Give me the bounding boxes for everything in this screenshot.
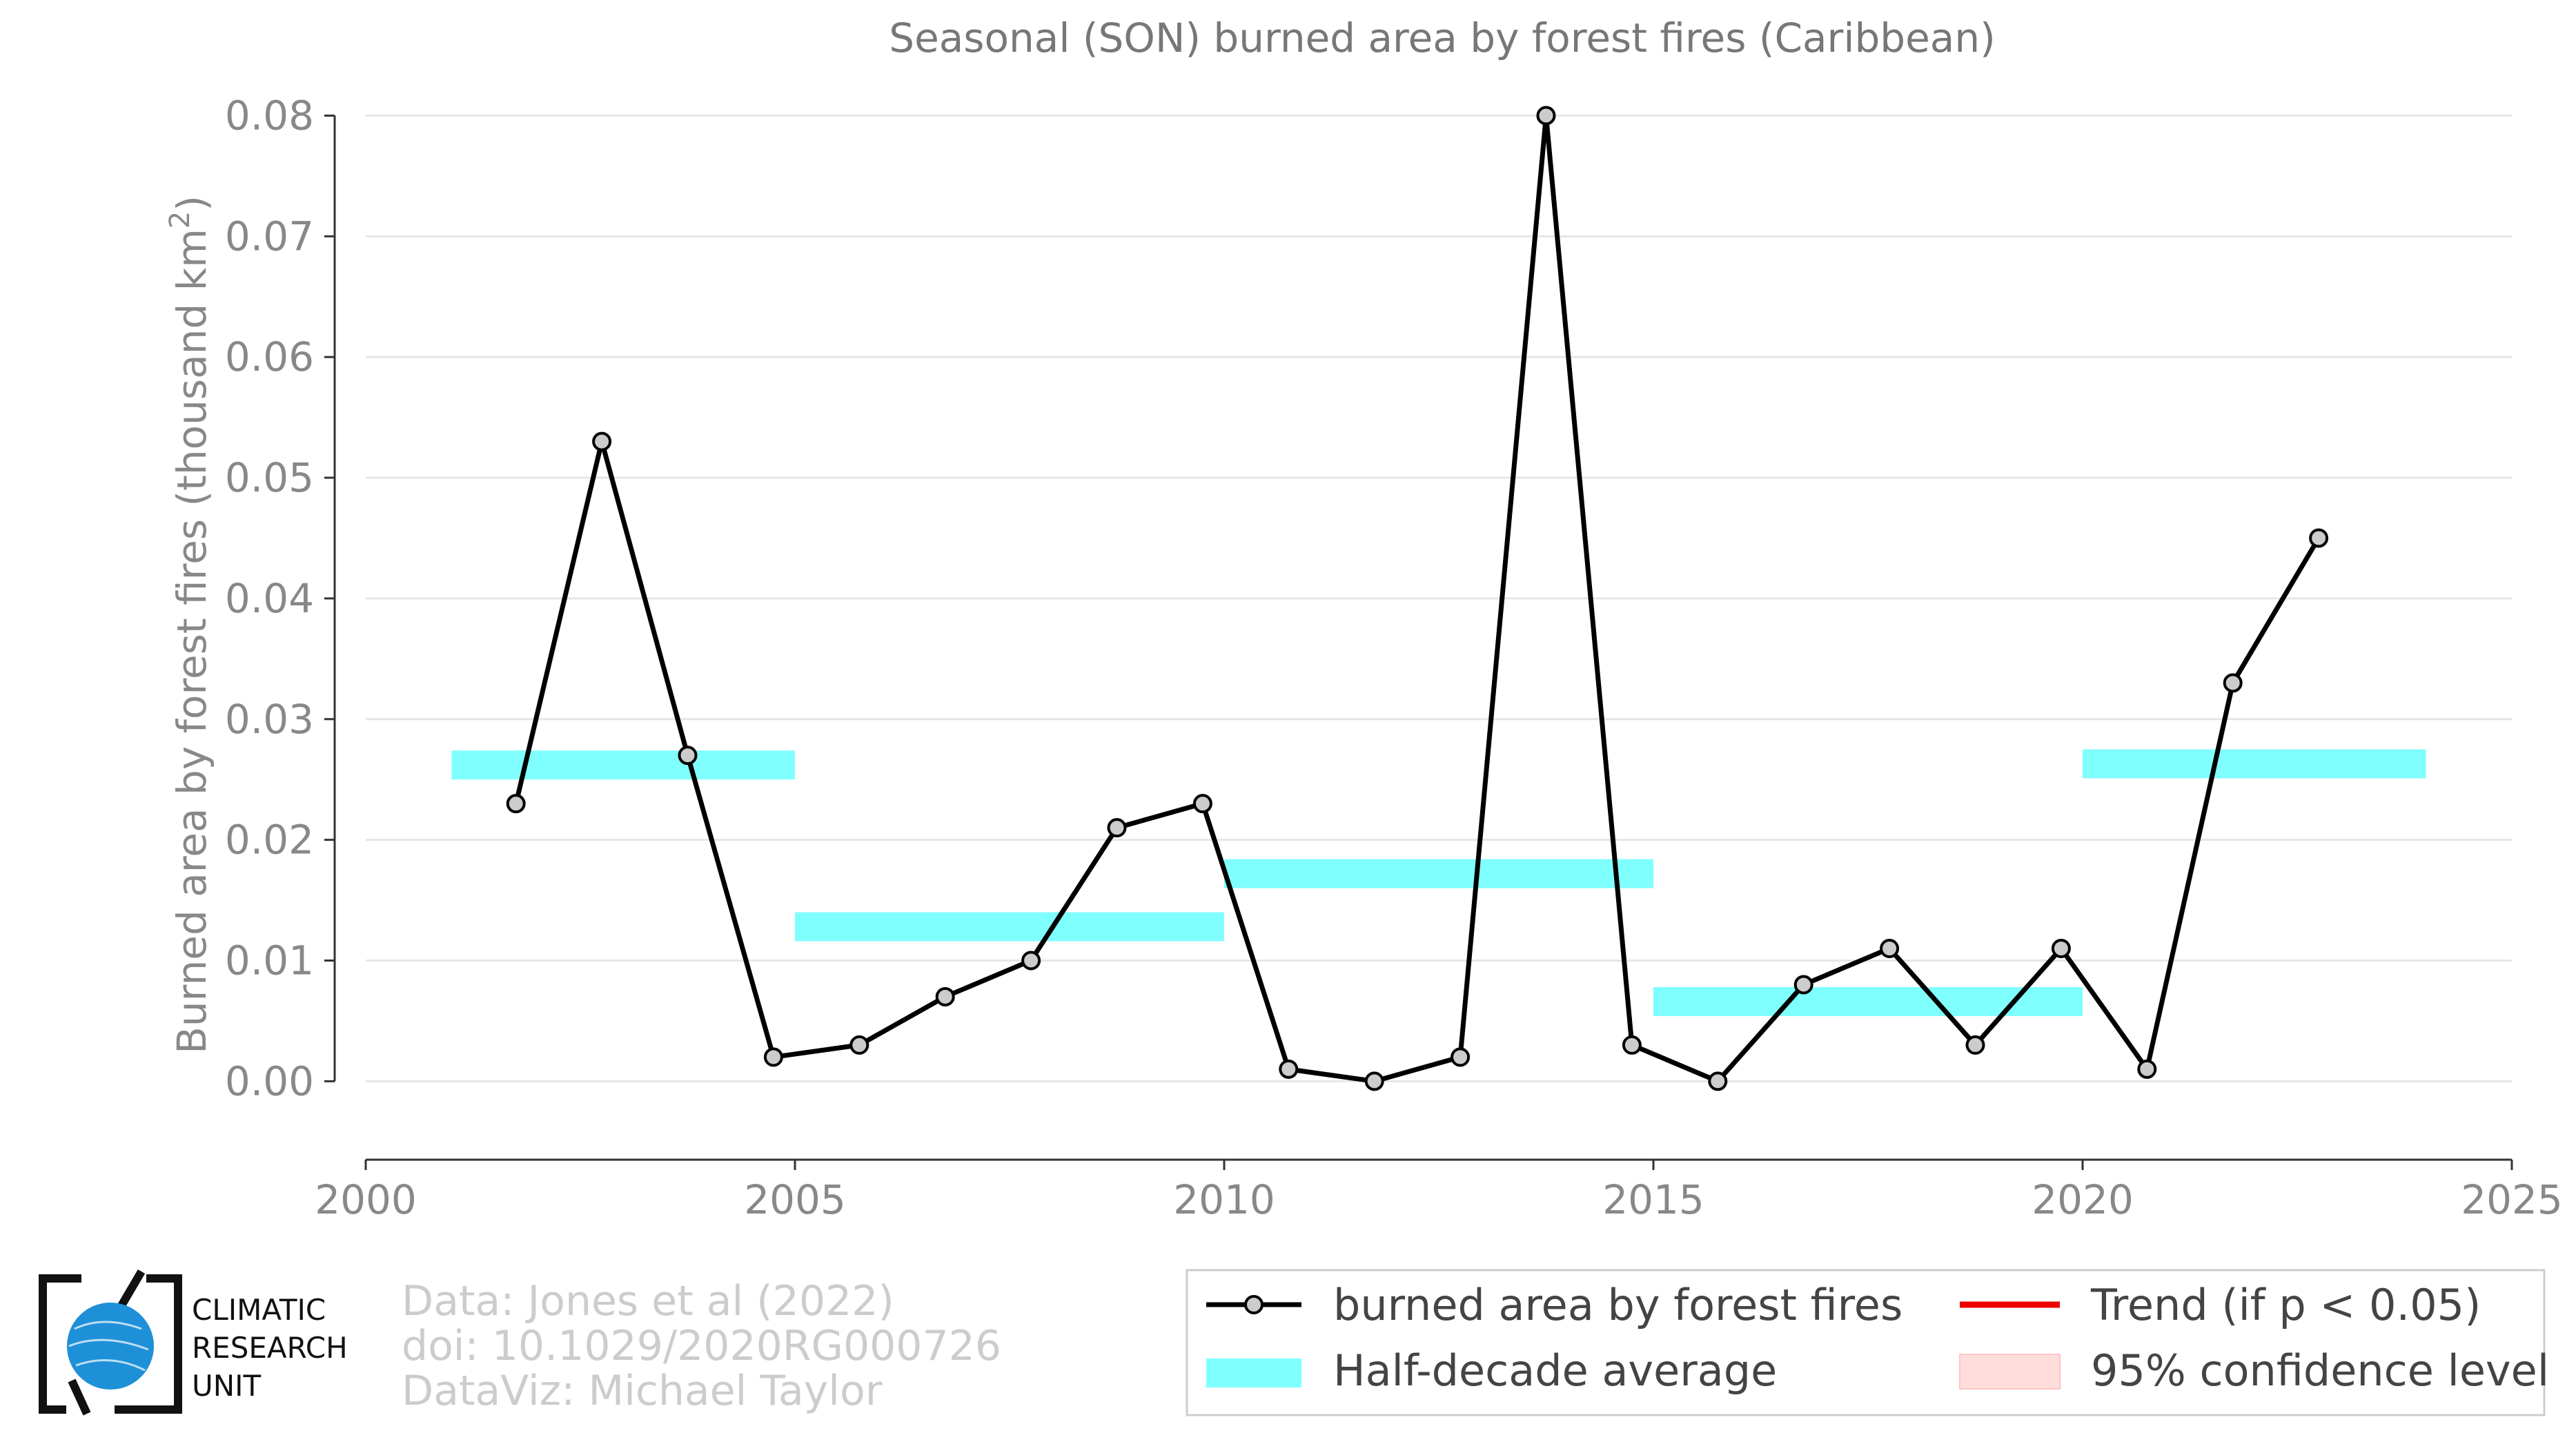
y-tick-label: 0.06 — [225, 333, 314, 380]
half-decade-bar — [795, 912, 1224, 942]
legend-box — [1186, 1269, 2546, 1416]
data-point — [1708, 1071, 1728, 1091]
globe-swirl-icon — [68, 1321, 149, 1372]
data-point — [592, 431, 612, 451]
data-point — [1021, 951, 1041, 971]
data-point — [849, 1035, 869, 1055]
data-point — [2309, 528, 2329, 548]
data-point — [2051, 939, 2071, 958]
data-point — [1192, 794, 1212, 814]
y-tick-label: 0.00 — [225, 1058, 314, 1104]
series-line — [513, 113, 2321, 1084]
y-axis-label-sup: 2 — [164, 211, 196, 228]
legend-entry-burned-area: burned area by forest fires — [1206, 1280, 1902, 1330]
x-tick-label: 2010 — [1173, 1176, 1275, 1223]
y-tick-label: 0.07 — [225, 213, 314, 260]
y-tick-label: 0.01 — [225, 937, 314, 984]
data-point — [1536, 106, 1556, 126]
logo-text-line1: CLIMATIC — [192, 1293, 326, 1327]
x-tick-label: 2015 — [1602, 1176, 1704, 1223]
data-point — [763, 1047, 783, 1067]
legend-swatch-marker — [1244, 1295, 1264, 1314]
data-point — [1622, 1035, 1642, 1055]
data-point — [1279, 1059, 1299, 1079]
legend-label: Trend (if p < 0.05) — [2090, 1280, 2481, 1330]
y-axis-label: Burned area by forest fires (thousand km… — [164, 195, 215, 1054]
y-tick-label: 0.08 — [225, 92, 314, 139]
x-axis: 2000 2005 2010 2015 2020 2025 — [315, 1158, 2563, 1223]
legend-swatch-half-decade — [1206, 1359, 1301, 1387]
data-point — [506, 794, 526, 814]
data-point — [2137, 1059, 2157, 1079]
credit-dataviz: DataViz: Michael Taylor — [402, 1367, 883, 1415]
x-tick-label: 2005 — [744, 1176, 846, 1223]
legend-label: Half-decade average — [1333, 1345, 1777, 1396]
y-axis: 0.00 0.01 0.02 0.03 0.04 0.05 0.06 0.07 0.08 — [225, 92, 336, 1104]
legend-swatch-confidence — [1959, 1354, 2061, 1390]
legend-entry-trend: Trend (if p < 0.05) — [1960, 1280, 2481, 1330]
chart-title: Seasonal (SON) burned area by forest fir… — [889, 14, 1995, 61]
half-decade-bar — [1224, 859, 1653, 888]
half-decade-bar — [1653, 986, 2083, 1016]
y-axis-label-end: ) — [168, 195, 215, 211]
cru-logo: CLIMATIC RESEARCH UNIT — [39, 1269, 348, 1416]
logo-text-line2: RESEARCH — [192, 1331, 348, 1365]
data-point — [1107, 818, 1127, 838]
logo-text-line3: UNIT — [192, 1369, 262, 1403]
legend: burned area by forest fires Trend (if p … — [1186, 1269, 2549, 1416]
credit-doi: doi: 10.1029/2020RG000726 — [402, 1322, 1001, 1370]
legend-entry-confidence: 95% confidence level — [1959, 1345, 2549, 1396]
legend-label: 95% confidence level — [2091, 1345, 2549, 1396]
x-tick-label: 2000 — [315, 1176, 417, 1223]
half-decade-average-bars — [451, 749, 2426, 1016]
half-decade-bar — [451, 750, 795, 780]
data-point — [1880, 939, 1900, 958]
data-point — [935, 986, 955, 1006]
legend-entry-half-decade: Half-decade average — [1206, 1345, 1777, 1396]
logo-slash-lower — [68, 1379, 91, 1416]
x-tick-label: 2025 — [2461, 1176, 2563, 1223]
half-decade-bar — [2083, 749, 2426, 779]
data-point — [1965, 1035, 1985, 1055]
data-point — [1793, 975, 1813, 995]
data-point — [678, 746, 698, 766]
data-point — [1364, 1071, 1384, 1091]
logo-bracket-left — [39, 1274, 81, 1414]
credit-data: Data: Jones et al (2022) — [402, 1277, 894, 1325]
data-point — [1451, 1047, 1471, 1067]
credits: Data: Jones et al (2022) doi: 10.1029/20… — [402, 1277, 1001, 1415]
logo-bracket-right — [115, 1274, 182, 1414]
grid-lines — [366, 114, 2512, 1082]
y-tick-label: 0.04 — [225, 575, 314, 622]
legend-label: burned area by forest fires — [1333, 1280, 1902, 1330]
data-point — [2223, 673, 2243, 693]
y-tick-label: 0.05 — [225, 454, 314, 501]
series-burned-area — [506, 106, 2329, 1091]
y-tick-label: 0.02 — [225, 817, 314, 864]
x-tick-label: 2020 — [2032, 1176, 2134, 1223]
y-axis-label-main: Burned area by forest fires (thousand km — [168, 228, 215, 1054]
y-tick-label: 0.03 — [225, 696, 314, 743]
